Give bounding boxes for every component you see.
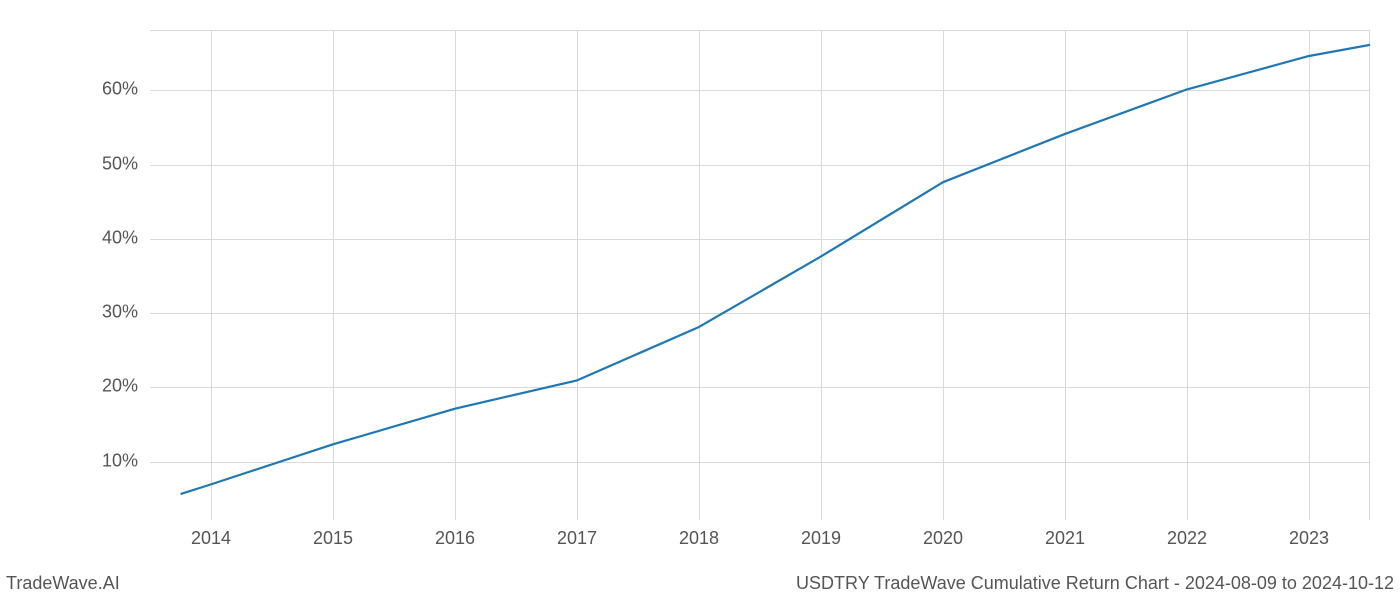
x-tick-label: 2018 (679, 528, 719, 549)
chart-container: 2014 2015 2016 2017 2018 2019 2020 2021 2022 2023… (0, 0, 1400, 600)
x-tick-label: 2017 (557, 528, 597, 549)
y-tick-label: 30% (102, 302, 138, 323)
y-tick-label: 10% (102, 450, 138, 471)
x-tick-label: 2022 (1167, 528, 1207, 549)
footer-right-text: USDTRY TradeWave Cumulative Return Chart… (796, 573, 1394, 594)
footer-left-text: TradeWave.AI (6, 573, 120, 594)
x-tick-label: 2014 (191, 528, 231, 549)
return-line (181, 45, 1371, 494)
x-tick-label: 2023 (1289, 528, 1329, 549)
y-tick-label: 20% (102, 376, 138, 397)
x-tick-label: 2021 (1045, 528, 1085, 549)
y-tick-label: 40% (102, 227, 138, 248)
x-tick-label: 2015 (313, 528, 353, 549)
x-tick-label: 2020 (923, 528, 963, 549)
x-tick-label: 2019 (801, 528, 841, 549)
y-tick-label: 60% (102, 79, 138, 100)
x-tick-label: 2016 (435, 528, 475, 549)
y-tick-label: 50% (102, 153, 138, 174)
data-line (0, 0, 1400, 600)
